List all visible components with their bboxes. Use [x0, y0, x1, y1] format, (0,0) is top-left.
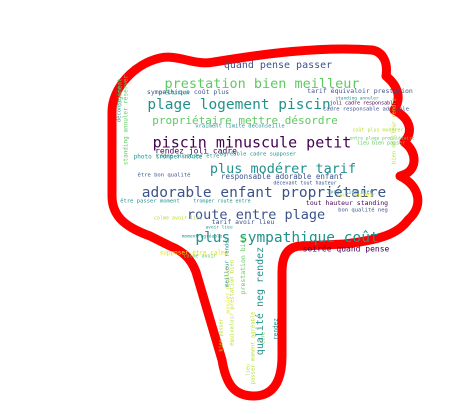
word-cloud-term: plage logement piscin	[147, 97, 330, 113]
word-cloud-term: photo tromper route	[134, 154, 203, 161]
word-cloud-term: propriétaire mettre désordre	[152, 114, 337, 127]
word-cloud-term: avoir lieu bien	[327, 190, 372, 196]
word-cloud-term: cadre supposer être	[157, 153, 220, 160]
word-cloud-term: prestation	[159, 91, 189, 97]
word-cloud-term: prestation bien	[239, 236, 247, 295]
word-cloud-term: bien meilleur rendez	[392, 98, 398, 164]
word-cloud-term: bien passer	[219, 318, 225, 351]
word-cloud-term: agréable cadre supposer	[220, 151, 297, 158]
word-cloud-term: quand pense passer	[224, 60, 332, 71]
word-cloud-term: qualité neg rendez	[254, 247, 266, 355]
word-cloud-term: rendez	[273, 318, 280, 340]
word-cloud-term: responsable adorable enfant	[221, 172, 343, 181]
word-cloud-term: déconseille	[116, 86, 123, 122]
word-cloud-term: adorable enfant propriétaire	[142, 185, 386, 201]
word-cloud-term: moment agréable	[182, 233, 223, 240]
word-cloud-term: vraiment limite déconseille	[195, 123, 284, 130]
word-cloud-term: joli cadre responsable	[330, 101, 396, 107]
word-cloud-term: décevant tout hauteur	[273, 180, 336, 187]
word-cloud-term: tout hauteur	[336, 193, 376, 199]
word-cloud-term: tout hauteur standing	[306, 199, 388, 207]
word-cloud-term: annuler réserver	[225, 266, 232, 314]
word-cloud-term: piscin minuscule petit	[153, 134, 352, 152]
word-cloud-term: lieu	[246, 364, 252, 376]
word-cloud-term: calme avoir	[183, 254, 216, 260]
word-cloud-term: plus sympathique coût	[195, 230, 378, 246]
word-cloud-term: équivaloir prestation bien	[229, 260, 236, 346]
word-cloud-term: supposer être calme	[160, 250, 229, 257]
word-cloud-term: être passer moment	[120, 198, 180, 205]
word-cloud-term: standing annuler réserver	[123, 74, 130, 165]
word-cloud-term: bon qualité neg	[338, 207, 388, 214]
word-cloud-term: standing annuler	[335, 96, 379, 102]
word-cloud-term: route entre plage	[187, 207, 325, 223]
word-cloud-term: logement	[117, 78, 124, 107]
word-cloud-term: plus modérer tarif	[210, 161, 356, 177]
word-cloud-term: tarif avoir lieu	[212, 218, 275, 226]
word-cloud-term: calme avoir lieu	[154, 216, 202, 222]
thumbs-down-outline	[107, 44, 423, 401]
word-cloud-term: lieu bien passer	[357, 141, 405, 147]
word-cloud-term: tarif équivaloir prestation	[307, 87, 413, 95]
word-cloud-term: avoir lieu	[205, 225, 232, 231]
word-cloud-term: passer moment agréable	[250, 312, 257, 385]
word-cloud-term: tromper route entre	[193, 199, 250, 205]
word-cloud-term: être	[260, 332, 267, 344]
word-cloud-term: coût plus modérer	[352, 127, 403, 134]
word-cloud-term: entre plage propriétaire	[349, 135, 414, 142]
word-cloud-term: meilleur rendez	[225, 237, 231, 287]
word-cloud-term: cadre responsable adorable	[323, 107, 409, 113]
word-cloud-term: être bon qualité	[138, 172, 191, 179]
word-cloud-term: rendez joli cadre	[155, 147, 237, 156]
word-cloud-term: prestation bien meilleur	[164, 76, 359, 92]
word-cloud-term: soirée quand pense	[303, 244, 390, 254]
word-cloud-term: sympathique coût plus	[147, 88, 229, 96]
